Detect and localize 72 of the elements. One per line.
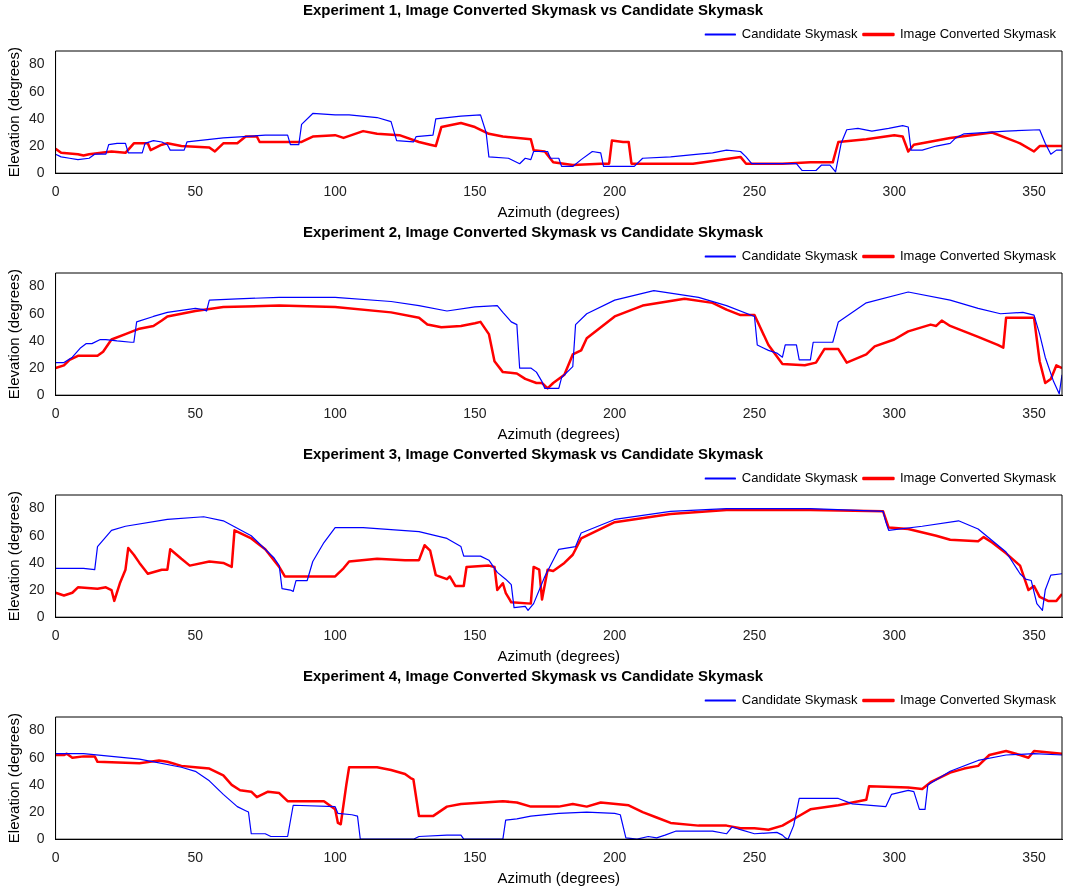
x-tick-label: 300 xyxy=(882,627,907,644)
x-tick-label: 250 xyxy=(742,627,767,644)
y-tick-label: 40 xyxy=(28,553,45,570)
x-tick-label: 150 xyxy=(463,627,487,644)
y-tick-label: 0 xyxy=(36,386,45,403)
x-tick-label: 200 xyxy=(603,627,627,644)
legend-label: Candidate Skymask xyxy=(741,692,858,708)
x-tick-label: 300 xyxy=(882,405,907,422)
x-axis-title: Azimuth (degrees) xyxy=(497,647,621,665)
y-tick-label: 80 xyxy=(28,277,45,294)
y-tick-label: 80 xyxy=(28,499,45,516)
y-tick-label: 0 xyxy=(36,608,45,625)
x-tick-label: 150 xyxy=(463,405,487,422)
legend-label: Image Converted Skymask xyxy=(899,26,1057,42)
y-tick-label: 60 xyxy=(28,748,45,765)
y-tick-label: 60 xyxy=(28,304,45,321)
y-tick-label: 20 xyxy=(28,358,45,375)
x-tick-label: 350 xyxy=(1022,849,1046,866)
chart-title: Experiment 1, Image Converted Skymask vs Candidate Skymask xyxy=(302,1,764,19)
x-tick-label: 100 xyxy=(323,849,348,866)
chart-title: Experiment 3, Image Converted Skymask vs Candidate Skymask xyxy=(302,445,764,463)
x-tick-label: 350 xyxy=(1022,405,1046,422)
x-tick-label: 200 xyxy=(603,183,627,200)
x-tick-label: 50 xyxy=(187,405,204,422)
y-tick-label: 40 xyxy=(28,331,45,348)
y-tick-label: 0 xyxy=(36,830,45,847)
y-tick-label: 20 xyxy=(28,136,45,153)
y-axis-title: Elevation (degrees) xyxy=(5,713,23,844)
x-axis-title: Azimuth (degrees) xyxy=(497,203,621,221)
x-tick-label: 300 xyxy=(882,183,907,200)
y-tick-label: 60 xyxy=(28,82,45,99)
chart-title: Experiment 2, Image Converted Skymask vs Candidate Skymask xyxy=(302,223,764,241)
x-tick-label: 50 xyxy=(187,627,204,644)
legend-label: Image Converted Skymask xyxy=(899,248,1057,264)
x-tick-label: 150 xyxy=(463,183,487,200)
legend-label: Candidate Skymask xyxy=(741,470,858,486)
y-tick-label: 0 xyxy=(36,164,45,181)
y-tick-label: 80 xyxy=(28,721,45,738)
x-axis-title: Azimuth (degrees) xyxy=(497,425,621,443)
legend-label: Image Converted Skymask xyxy=(899,692,1057,708)
x-tick-label: 50 xyxy=(187,849,204,866)
y-axis-title: Elevation (degrees) xyxy=(5,47,23,178)
y-tick-label: 60 xyxy=(28,526,45,543)
x-tick-label: 0 xyxy=(51,627,60,644)
x-tick-label: 250 xyxy=(742,405,767,422)
x-tick-label: 100 xyxy=(323,627,348,644)
legend-label: Image Converted Skymask xyxy=(899,470,1057,486)
x-tick-label: 50 xyxy=(187,183,204,200)
y-tick-label: 80 xyxy=(28,55,45,72)
y-tick-label: 20 xyxy=(28,802,45,819)
x-tick-label: 250 xyxy=(742,849,767,866)
y-tick-label: 40 xyxy=(28,775,45,792)
legend-label: Candidate Skymask xyxy=(741,26,858,42)
y-tick-label: 40 xyxy=(28,109,45,126)
x-tick-label: 200 xyxy=(603,405,627,422)
x-tick-label: 150 xyxy=(463,849,487,866)
x-axis-title: Azimuth (degrees) xyxy=(497,869,621,887)
chart-title: Experiment 4, Image Converted Skymask vs Candidate Skymask xyxy=(302,667,764,685)
y-tick-label: 20 xyxy=(28,580,45,597)
y-axis-title: Elevation (degrees) xyxy=(5,491,23,622)
x-tick-label: 100 xyxy=(323,183,348,200)
x-tick-label: 350 xyxy=(1022,627,1046,644)
x-tick-label: 0 xyxy=(51,405,60,422)
legend-label: Candidate Skymask xyxy=(741,248,858,264)
x-tick-label: 0 xyxy=(51,849,60,866)
x-tick-label: 300 xyxy=(882,849,907,866)
x-tick-label: 100 xyxy=(323,405,348,422)
y-axis-title: Elevation (degrees) xyxy=(5,269,23,400)
x-tick-label: 250 xyxy=(742,183,767,200)
x-tick-label: 350 xyxy=(1022,183,1046,200)
x-tick-label: 200 xyxy=(603,849,627,866)
x-tick-label: 0 xyxy=(51,183,60,200)
